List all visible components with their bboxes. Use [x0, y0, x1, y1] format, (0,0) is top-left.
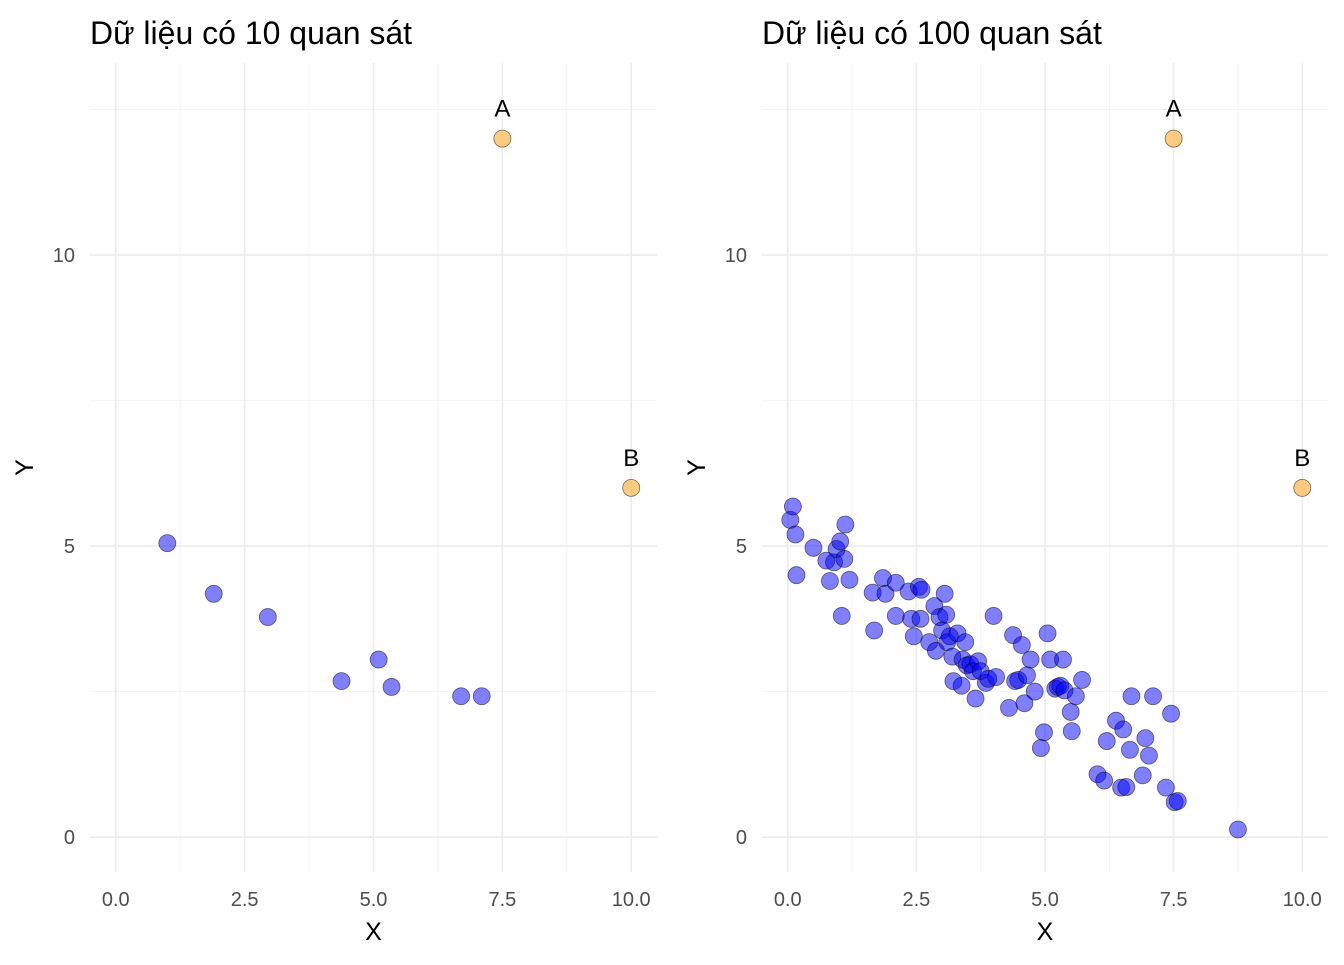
chart-title: Dữ liệu có 10 quan sát: [90, 15, 412, 51]
data-point: [1038, 624, 1057, 643]
data-point: [1031, 739, 1050, 757]
data-point: [984, 607, 1003, 625]
highlight-point-a: [493, 129, 512, 148]
data-point: [937, 605, 956, 624]
point-label-a: A: [1166, 96, 1182, 123]
data-point: [783, 497, 802, 516]
x-tick-label: 5.0: [1031, 889, 1059, 911]
x-axis-title: X: [365, 918, 382, 946]
data-point: [369, 650, 388, 669]
y-tick-label: 0: [736, 827, 747, 849]
data-point: [840, 570, 859, 589]
point-label-a: A: [494, 96, 510, 123]
data-point: [382, 678, 401, 696]
data-point: [332, 672, 351, 690]
data-point: [966, 689, 985, 708]
data-point: [452, 687, 471, 706]
data-point: [1229, 820, 1247, 839]
y-tick-label: 10: [725, 245, 747, 267]
right-panel: 0.0 2.5 5.0 7.5 10.0 0 5 10 Dữ liệu có 100 quan …: [683, 15, 1328, 946]
data-point: [1061, 703, 1080, 721]
data-point: [835, 549, 854, 568]
data-point: [904, 627, 923, 646]
data-point: [158, 534, 177, 553]
data-point: [987, 668, 1006, 686]
data-point: [1117, 778, 1136, 796]
data-point: [1122, 687, 1141, 706]
x-tick-label: 2.5: [231, 889, 259, 911]
data-point: [258, 608, 277, 626]
y-tick-label: 10: [53, 245, 75, 267]
data-point: [1012, 636, 1031, 654]
data-point: [1168, 792, 1187, 810]
data-point: [1157, 778, 1175, 797]
data-point: [1162, 704, 1180, 723]
point-label-b: B: [1294, 445, 1310, 472]
data-point: [1114, 720, 1133, 739]
data-point: [1073, 671, 1091, 689]
data-point: [1133, 766, 1152, 785]
data-point: [935, 584, 954, 603]
data-point: [886, 573, 905, 592]
data-point: [831, 532, 850, 551]
data-point: [1066, 687, 1085, 706]
data-point: [1121, 740, 1139, 759]
x-tick-label: 5.0: [360, 889, 388, 911]
data-point: [912, 580, 931, 599]
data-point: [836, 515, 855, 534]
x-tick-label: 7.5: [1160, 889, 1188, 911]
highlight-point-a: [1164, 129, 1183, 148]
y-tick-label: 5: [64, 536, 75, 558]
x-tick-label: 10.0: [612, 889, 651, 911]
data-point: [911, 609, 930, 628]
data-point: [1054, 650, 1072, 669]
data-point: [1140, 746, 1158, 765]
data-point: [1144, 687, 1162, 706]
data-point: [865, 621, 884, 640]
highlight-point-b: [1293, 478, 1312, 497]
data-point: [1015, 694, 1034, 713]
left-panel: 0.0 2.5 5.0 7.5 10.0 0 5 10 Dữ liệu có 10 quan s…: [11, 15, 657, 946]
y-tick-label: 5: [736, 536, 747, 558]
data-point: [876, 584, 895, 603]
data-point: [1000, 698, 1018, 717]
data-point: [1136, 729, 1155, 748]
data-point: [1018, 666, 1036, 685]
data-point: [1035, 723, 1053, 742]
data-point: [786, 525, 805, 544]
point-label-b: B: [623, 445, 639, 472]
chart-title: Dữ liệu có 100 quan sát: [762, 15, 1102, 51]
y-tick-label: 0: [64, 827, 75, 849]
data-point: [1062, 722, 1081, 741]
data-point: [1025, 682, 1044, 701]
data-point: [472, 687, 491, 706]
y-axis-title: Y: [11, 459, 39, 476]
x-tick-label: 0.0: [102, 889, 130, 911]
highlight-point-b: [622, 478, 641, 497]
data-point: [804, 538, 823, 557]
data-point: [1097, 732, 1116, 750]
data-point: [787, 566, 806, 585]
data-point: [886, 607, 905, 625]
data-point: [821, 572, 839, 590]
data-point: [204, 584, 223, 603]
x-tick-label: 10.0: [1283, 889, 1322, 911]
x-axis-title: X: [1037, 918, 1054, 946]
x-tick-label: 7.5: [488, 889, 516, 911]
data-point: [956, 633, 975, 652]
data-point: [1095, 771, 1114, 790]
x-tick-label: 0.0: [774, 889, 802, 911]
data-point: [1021, 650, 1040, 669]
data-point: [832, 607, 851, 625]
data-point: [952, 676, 971, 695]
y-axis-title: Y: [683, 459, 711, 476]
x-tick-label: 2.5: [902, 889, 930, 911]
